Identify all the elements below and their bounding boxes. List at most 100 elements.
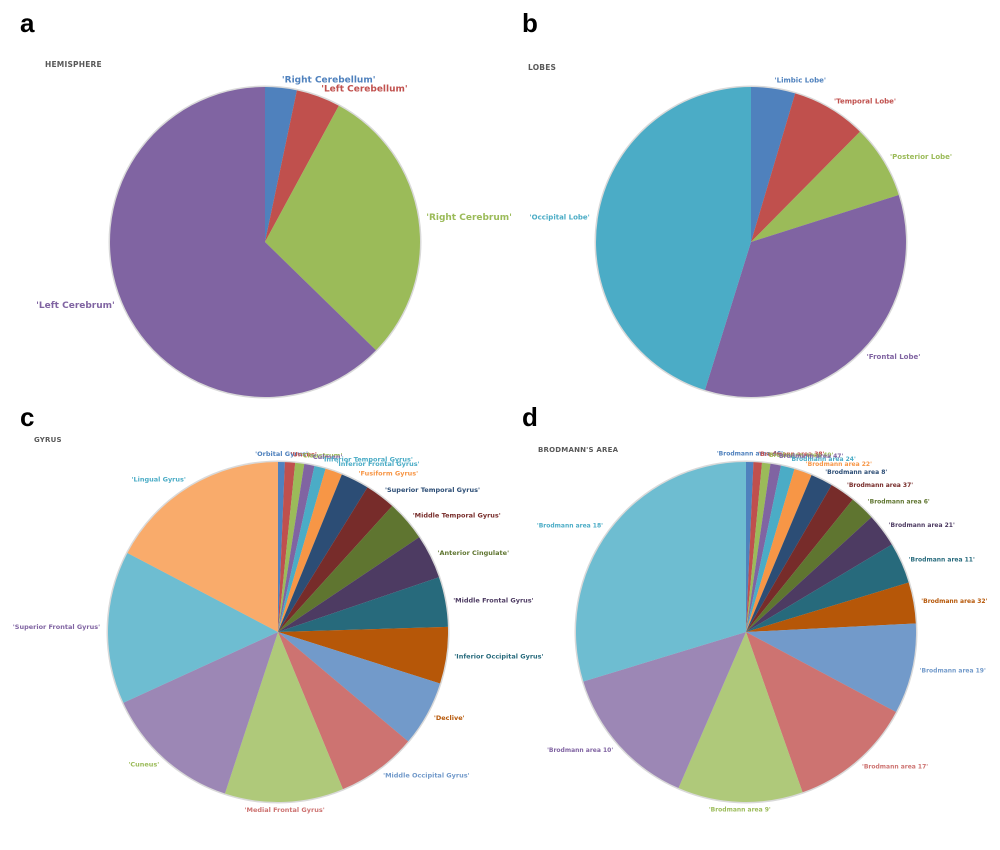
pie-slice-left-cerebellum: [265, 90, 339, 242]
slice-label-uncus: 'Uncus': [291, 450, 317, 458]
slice-label-occipital-lobe: 'Occipital Lobe': [530, 214, 590, 222]
lobes-pie-chart: 'Limbic Lobe' 'Temporal Lobe' 'Posterior L…: [530, 77, 952, 399]
slice-label-left-cerebellum: 'Left Cerebellum': [321, 85, 407, 95]
pie-slice-brodmann-area-47: [746, 463, 781, 632]
pie-slice-brodmann-area-21: [746, 517, 892, 632]
pie-slice-inferior-occipital-gyrus: [278, 626, 448, 684]
slice-label-anterior-cingulate: 'Anterior Cingulate': [438, 549, 510, 557]
slice-label-middle-temporal-gyrus: 'Middle Temporal Gyrus': [413, 512, 501, 520]
pie-slice-brodmann-area-11: [746, 544, 909, 632]
slice-label-cuneus: 'Cuneus': [128, 761, 159, 769]
pie-slice-culmen: [278, 464, 315, 632]
pie-slice-declive: [278, 632, 441, 742]
slice-label-medial-frontal-gyrus: 'Medial Frontal Gyrus': [244, 806, 324, 814]
pie-slice-claustrum: [278, 462, 305, 632]
pie-slice-brodmann-area-46: [746, 461, 754, 632]
pie-slice-brodmann-area-32: [746, 582, 916, 632]
panel-lobes: b LOBES 'Limbic Lobe' 'Temporal Lobe' 'Pos…: [500, 0, 1000, 410]
chart-title-hemisphere: HEMISPHERE: [45, 60, 102, 69]
slice-label-right-cerebellum: 'Right Cerebellum': [282, 75, 376, 85]
gyrus-pie-chart: 'Orbital Gyrus''Uncus''Claustrum''Culmen…: [13, 450, 544, 814]
pie-slice-medial-frontal-gyrus: [224, 632, 343, 802]
pie-slice-brodmann-area-24: [746, 465, 795, 632]
chart-title-lobes: LOBES: [528, 63, 557, 72]
slice-label-brodmann-area-46: 'Brodmann area 46': [717, 451, 783, 458]
pie-slice-inferior-frontal-gyrus: [278, 468, 342, 632]
pie-slice-superior-temporal-gyrus: [278, 487, 393, 632]
pie-slice-brodmann-area-37: [746, 485, 853, 632]
panel-brodmann-area: d BRODMANN'S AREA 'Brodmann area 46' 'Bro…: [500, 400, 1000, 850]
slice-label-brodmann-area-11: 'Brodmann area 11': [909, 556, 975, 563]
pie-slice-lingual-gyrus: [127, 462, 278, 632]
pie-slice-brodmann-area-8: [746, 475, 832, 632]
pie-slice-brodmann-area-22: [746, 469, 812, 632]
slice-label-brodmann-area-10: 'Brodmann area 10': [547, 747, 613, 754]
slice-label-inferior-frontal-gyrus: 'Inferior Frontal Gyrus': [336, 460, 419, 468]
slice-label-fusiform-gyrus: 'Fusiform Gyrus': [359, 469, 419, 477]
pie-slice-brodmann-area-38: [746, 462, 762, 632]
slice-label-brodmann-area-6: 'Brodmann area 6': [868, 499, 930, 506]
pie-slice-left-cerebrum: [110, 87, 376, 397]
pie-slice-posterior-lobe: [751, 131, 899, 242]
panel-letter-b: b: [522, 8, 538, 38]
pie-slice-temporal-lobe: [751, 93, 860, 243]
slice-label-inferior-occipital-gyrus: 'Inferior Occipital Gyrus': [454, 653, 543, 661]
slice-label-brodmann-area-22: 'Brodmann area 22': [806, 461, 872, 468]
slice-label-claustrum: 'Claustrum': [301, 452, 343, 460]
slice-label-brodmann-area-47: 'Brodmann area 47': [777, 453, 843, 460]
slice-label-superior-temporal-gyrus: 'Superior Temporal Gyrus': [385, 486, 480, 494]
pie-slice-fusiform-gyrus: [278, 474, 368, 632]
panel-letter-d: d: [522, 402, 538, 432]
pie-slice-brodmann-area-19: [746, 623, 917, 713]
slice-label-posterior-lobe: 'Posterior Lobe': [890, 153, 952, 161]
pie-slice-brodmann-area-40: [746, 462, 771, 632]
slice-label-brodmann-area-24: 'Brodmann area 24': [790, 456, 856, 463]
pie-slice-brodmann-area-6: [746, 499, 872, 632]
slice-label-brodmann-area-40: 'Brodmann area 40': [767, 452, 833, 459]
slice-label-brodmann-area-32: 'Brodmann area 32': [921, 598, 987, 605]
hemisphere-pie-chart: 'Right Cerebellum''Left Cerebellum' 'Righ…: [36, 75, 512, 399]
pie-slice-anterior-cingulate: [278, 537, 439, 632]
panel-hemisphere: a HEMISPHERE 'Right Cerebellum' 'Left Cer…: [0, 0, 512, 410]
pie-slice-middle-frontal-gyrus: [278, 577, 448, 632]
pie-slice-cuneus: [123, 632, 278, 794]
panel-gyrus: c GYRUS 'Orbital Gyrus' 'Uncus' 'Claustrum…: [0, 400, 544, 850]
pie-slice-limbic-lobe: [751, 87, 796, 242]
brodmann-area-pie-chart: 'Brodmann area 46''Brodmann area 38''Bro…: [537, 451, 988, 814]
slice-label-brodmann-area-8: 'Brodmann area 8': [825, 469, 887, 476]
slice-label-brodmann-area-18: 'Brodmann area 18': [537, 523, 603, 530]
slice-label-brodmann-area-19: 'Brodmann area 19': [920, 667, 986, 674]
slice-label-middle-frontal-gyrus: 'Middle Frontal Gyrus': [453, 596, 533, 604]
slice-label-declive: 'Declive': [434, 714, 465, 722]
slice-label-left-cerebrum: 'Left Cerebrum': [36, 301, 115, 311]
slice-label-limbic-lobe: 'Limbic Lobe': [775, 77, 826, 85]
pie-slice-middle-temporal-gyrus: [278, 506, 420, 632]
pie-slice-middle-occipital-gyrus: [278, 632, 409, 790]
slice-label-inferior-temporal-gyrus: 'Inferior Temporal Gyrus': [322, 456, 413, 464]
pie-slice-brodmann-area-10: [583, 632, 746, 789]
slice-label-middle-occipital-gyrus: 'Middle Occipital Gyrus': [383, 772, 469, 780]
slice-label-brodmann-area-38: 'Brodmann area 38': [758, 451, 824, 458]
pie-slice-right-cerebrum: [265, 105, 421, 351]
slice-label-brodmann-area-17: 'Brodmann area 17': [862, 764, 928, 771]
slice-label-culmen: 'Culmen': [311, 453, 342, 461]
pie-slice-occipital-lobe: [596, 87, 751, 390]
chart-title-brodmann-area: BRODMANN'S AREA: [538, 446, 619, 454]
slice-label-lingual-gyrus: 'Lingual Gyrus': [131, 476, 185, 484]
pie-slice-brodmann-area-9: [678, 632, 803, 803]
panel-letter-c: c: [20, 402, 35, 432]
pie-slice-brodmann-area-18: [575, 462, 746, 682]
slice-label-temporal-lobe: 'Temporal Lobe': [834, 98, 896, 106]
pie-slice-right-cerebellum: [265, 87, 297, 242]
slice-label-right-cerebrum: 'Right Cerebrum': [426, 213, 512, 223]
pie-slice-uncus: [278, 462, 296, 632]
chart-title-gyrus: GYRUS: [34, 436, 62, 444]
slice-label-brodmann-area-37: 'Brodmann area 37': [847, 482, 913, 489]
pie-slice-brodmann-area-17: [746, 632, 896, 793]
slice-label-brodmann-area-21: 'Brodmann area 21': [889, 522, 955, 529]
slice-label-superior-frontal-gyrus: 'Superior Frontal Gyrus': [13, 623, 100, 631]
pie-slice-inferior-temporal-gyrus: [278, 465, 326, 632]
slice-label-frontal-lobe: 'Frontal Lobe': [867, 353, 921, 361]
panel-letter-a: a: [20, 8, 35, 38]
slice-label-orbital-gyrus: 'Orbital Gyrus': [255, 450, 308, 458]
